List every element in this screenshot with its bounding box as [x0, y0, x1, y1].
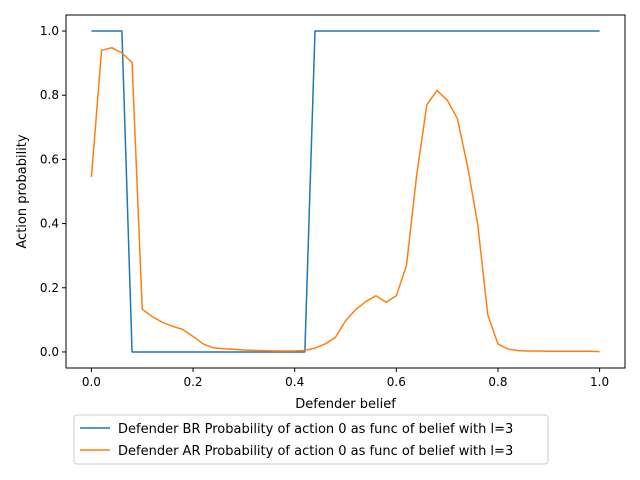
x-tick-label: 0.6	[387, 375, 406, 389]
x-tick-label: 1.0	[590, 375, 609, 389]
legend-box	[73, 414, 549, 465]
legend-br-label: Defender BR Probability of action 0 as f…	[118, 422, 513, 437]
legend: Defender BR Probability of action 0 as f…	[73, 414, 549, 465]
y-tick-label: 0.2	[40, 281, 59, 295]
x-axis-label: Defender belief	[295, 397, 396, 412]
series-ar-line	[90, 46, 600, 353]
y-tick-label: 0.6	[40, 152, 59, 166]
series-br-line	[91, 30, 600, 353]
legend-ar-label: Defender AR Probability of action 0 as f…	[118, 444, 513, 459]
y-tick-label: 0.8	[40, 88, 59, 102]
y-tick-label: 1.0	[40, 24, 59, 38]
x-tick-label: 0.0	[82, 375, 101, 389]
plot-area	[65, 14, 626, 369]
y-tick-label: 0.4	[40, 217, 59, 231]
y-axis-label: Action probability	[15, 134, 30, 249]
x-tick-label: 0.4	[285, 375, 304, 389]
y-tick-label: 0.0	[40, 345, 59, 359]
x-tick-label: 0.2	[183, 375, 202, 389]
x-tick-label: 0.8	[488, 375, 507, 389]
